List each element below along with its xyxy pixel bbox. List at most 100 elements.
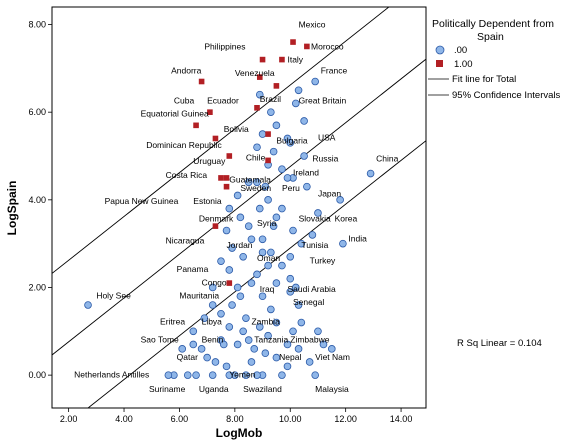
data-point-circle xyxy=(294,301,303,309)
legend-entry-1: 1.00 xyxy=(454,59,473,70)
data-point-circle xyxy=(258,130,267,138)
fit-line xyxy=(52,58,426,356)
point-label: Italy xyxy=(287,55,303,65)
point-label: Bulgaria xyxy=(276,136,307,146)
data-point-square xyxy=(223,175,230,181)
point-label: Suriname xyxy=(149,384,186,394)
data-point-circle xyxy=(314,209,322,217)
data-point-circle xyxy=(339,239,347,248)
data-point-circle xyxy=(239,327,247,336)
point-label: Ireland xyxy=(293,168,319,178)
data-point-circle xyxy=(225,204,234,213)
point-label: Swaziland xyxy=(243,384,282,394)
legend-title-line1: Politically Dependent from xyxy=(432,18,554,30)
data-point-circle xyxy=(192,371,200,379)
plot-frame xyxy=(51,6,427,409)
point-label: Yemen xyxy=(229,369,255,379)
data-point-circle xyxy=(283,340,292,349)
point-label: Benin xyxy=(202,334,224,344)
data-point-square xyxy=(198,78,205,85)
data-point-circle xyxy=(242,371,250,379)
ci-upper-line xyxy=(52,7,390,274)
y-tick-label: 4.00 xyxy=(28,195,46,205)
point-label: Mauritania xyxy=(179,290,219,300)
data-point-square xyxy=(259,56,266,63)
data-point-square xyxy=(193,122,199,129)
point-label: Malaysia xyxy=(315,384,349,394)
data-point-circle xyxy=(258,248,267,257)
data-point-circle xyxy=(300,152,308,160)
data-point-circle xyxy=(236,292,245,301)
point-label: Iraq xyxy=(260,284,275,294)
legend-ci-label: 95% Confidence Intervals xyxy=(452,90,561,101)
data-point-circle xyxy=(308,231,317,239)
point-label: Saudi Arabia xyxy=(287,284,335,294)
y-tick-label: 6.00 xyxy=(28,107,46,117)
data-point-circle xyxy=(225,323,234,331)
x-tick-label: 10.00 xyxy=(279,414,302,424)
point-label: Papua New Guinea xyxy=(105,196,179,206)
data-point-circle xyxy=(225,266,234,274)
point-label: Qatar xyxy=(177,352,198,362)
data-point-circle xyxy=(272,318,281,327)
point-label: Equatorial Guinea xyxy=(141,109,209,119)
data-point-circle xyxy=(203,353,211,362)
data-point-circle xyxy=(297,239,306,248)
data-point-circle xyxy=(336,196,344,204)
data-point-circle xyxy=(286,274,295,283)
data-point-circle xyxy=(239,253,247,261)
data-point-circle xyxy=(311,371,319,379)
y-tick-label: 2.00 xyxy=(28,282,46,292)
data-point-circle xyxy=(197,345,206,353)
point-label: Viet Nam xyxy=(315,352,350,362)
data-point-circle xyxy=(264,261,272,270)
data-point-circle xyxy=(255,204,264,213)
y-tick-label: 8.00 xyxy=(28,20,46,30)
point-label: Libya xyxy=(202,317,223,327)
data-point-circle xyxy=(294,345,303,353)
data-point-circle xyxy=(278,165,286,173)
x-tick-label: 14.00 xyxy=(390,414,413,424)
point-label: Nicaragua xyxy=(166,236,205,246)
data-point-square xyxy=(279,56,285,63)
point-label: Ecuador xyxy=(207,95,239,105)
point-label: Andorra xyxy=(171,66,202,76)
data-point-circle xyxy=(244,178,253,187)
point-label: Syria xyxy=(257,218,277,228)
point-label: Brazil xyxy=(260,94,281,104)
legend: Politically Dependent from Spain .00 1.0… xyxy=(428,18,561,101)
data-point-circle xyxy=(314,327,322,336)
data-point-circle xyxy=(291,99,300,108)
point-label: Zambia xyxy=(251,317,280,327)
point-label: Morocco xyxy=(311,42,344,52)
legend-fit-label: Fit line for Total xyxy=(452,74,516,85)
point-label: Tunisia xyxy=(301,240,328,250)
point-label: Jordan xyxy=(227,240,253,250)
data-point-circle xyxy=(278,204,286,213)
data-point-square xyxy=(226,280,233,286)
data-point-circle xyxy=(247,279,256,287)
data-point-circle xyxy=(291,283,300,292)
data-point-circle xyxy=(255,323,264,331)
legend-marker-square xyxy=(436,60,443,67)
point-label: France xyxy=(321,66,348,76)
x-tick-label: 12.00 xyxy=(334,414,357,424)
point-label: Tanzania xyxy=(254,334,288,344)
point-label: Senegal xyxy=(293,297,324,307)
point-label: Sao Tome xyxy=(141,334,179,344)
point-label: Uganda xyxy=(199,384,229,394)
point-label: Panama xyxy=(177,264,209,274)
data-point-circle xyxy=(236,213,245,222)
data-point-circle xyxy=(328,345,336,353)
data-point-circle xyxy=(267,108,275,116)
data-point-square xyxy=(223,183,230,190)
data-point-circle xyxy=(366,169,375,178)
data-point-circle xyxy=(228,244,236,252)
data-point-circle xyxy=(255,90,264,99)
data-point-square xyxy=(207,109,213,115)
data-point-circle xyxy=(242,314,250,322)
point-label: Uruguay xyxy=(193,156,226,166)
data-point-square xyxy=(265,131,271,137)
data-point-square xyxy=(218,175,224,181)
point-label: Japan xyxy=(318,188,341,198)
